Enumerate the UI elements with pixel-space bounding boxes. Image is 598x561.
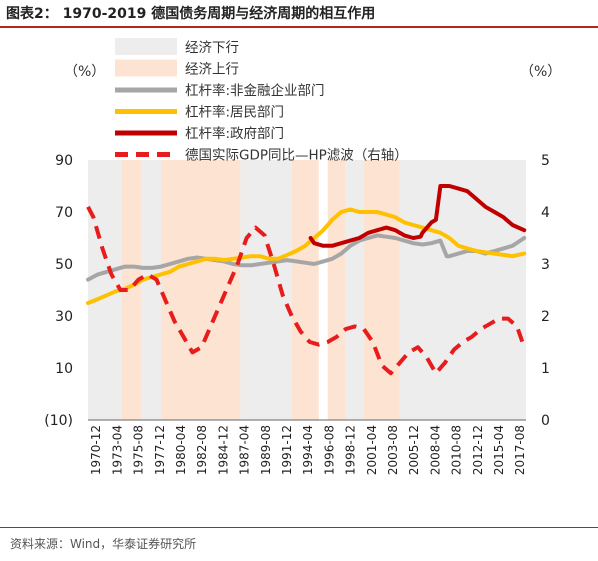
x-tick-label: 1982-08 — [195, 425, 209, 475]
x-tick-label: 1980-04 — [174, 425, 188, 475]
y-right-tick-label: 0 — [541, 413, 550, 429]
downturn-band-1 — [141, 160, 161, 420]
x-tick-label: 2010-08 — [450, 425, 464, 475]
upturn-band-4 — [363, 160, 400, 420]
legend: 经济下行经济上行杠杆率:非金融企业部门杠杆率:居民部门杠杆率:政府部门德国实际G… — [115, 38, 408, 164]
source-note: 资料来源：Wind，华泰证券研究所 — [10, 537, 197, 551]
legend-swatch-1 — [115, 59, 177, 77]
upturn-band-3 — [327, 160, 346, 420]
x-tick-label: 2012-12 — [471, 425, 485, 475]
x-tick-label: 1970-12 — [89, 425, 103, 475]
x-tick-label: 1994-04 — [301, 425, 315, 475]
series-line-0 — [86, 233, 527, 282]
x-tick-label: 2008-04 — [428, 425, 442, 475]
chart-title: 图表2： 1970-2019 德国债务周期与经济周期的相互作用 — [6, 6, 376, 22]
y-left-tick-labels: (10) 10 30 50 70 90 — [44, 153, 73, 429]
y-left-tick-label: 30 — [55, 309, 73, 325]
chart-svg: 1970-12 1973-04 1975-08 1977-12 1980-04 1982-… — [44, 38, 561, 475]
upturn-band-0 — [121, 160, 142, 420]
series-lines — [86, 184, 527, 376]
x-tick-label: 1996-08 — [322, 425, 336, 475]
y-left-tick-label: 70 — [55, 205, 73, 221]
y-right-tick-label: 2 — [541, 309, 550, 325]
legend-label-2: 杠杆率:非金融企业部门 — [185, 82, 325, 99]
footer-divider — [0, 527, 598, 528]
series-line-1 — [86, 207, 527, 305]
legend-swatch-0 — [115, 38, 177, 55]
x-tick-label: 1991-12 — [280, 425, 294, 475]
legend-label-3: 杠杆率:居民部门 — [185, 104, 284, 121]
y-right-tick-label: 1 — [541, 361, 550, 377]
left-axis-unit: （%） — [64, 64, 105, 80]
x-tick-label: 1989-08 — [259, 425, 273, 475]
y-left-tick-label: (10) — [44, 413, 73, 429]
cycle-bands — [88, 160, 526, 420]
y-left-tick-label: 10 — [55, 361, 73, 377]
y-right-tick-label: 5 — [541, 153, 550, 169]
x-tick-label: 2001-04 — [365, 425, 379, 475]
y-left-tick-label: 90 — [55, 153, 73, 169]
y-left-tick-label: 50 — [55, 257, 73, 273]
x-tick-labels: 1970-12 1973-04 1975-08 1977-12 1980-04 1982-… — [89, 425, 527, 475]
y-right-tick-label: 4 — [541, 205, 550, 221]
y-right-tick-label: 3 — [541, 257, 550, 273]
x-tick-label: 2015-04 — [492, 425, 506, 475]
y-right-tick-labels: 0 1 2 3 4 5 — [541, 153, 550, 429]
x-tick-label: 2003-08 — [386, 425, 400, 475]
title-divider — [0, 26, 598, 28]
x-tick-label: 1984-12 — [216, 425, 230, 475]
legend-label-4: 杠杆率:政府部门 — [185, 125, 284, 142]
downturn-band-3 — [345, 160, 364, 420]
upturn-band-2 — [291, 160, 319, 420]
legend-label-5: 德国实际GDP同比—HP滤波（右轴） — [185, 148, 408, 164]
upturn-band-1 — [161, 160, 241, 420]
legend-label-1: 经济上行 — [185, 62, 239, 78]
x-tick-label: 2005-12 — [407, 425, 421, 475]
x-tick-label: 1998-12 — [344, 425, 358, 475]
legend-label-0: 经济下行 — [185, 40, 239, 56]
x-tick-label: 2017-08 — [513, 425, 527, 475]
downturn-band-2 — [240, 160, 292, 420]
x-tick-label: 1975-08 — [132, 425, 146, 475]
x-tick-label: 1977-12 — [153, 425, 167, 475]
x-tick-label: 1973-04 — [110, 425, 124, 475]
series-line-3 — [86, 205, 527, 376]
series-line-2 — [308, 184, 527, 248]
x-tick-label: 1987-04 — [238, 425, 252, 475]
downturn-band-4 — [399, 160, 526, 420]
right-axis-unit: （%） — [520, 64, 561, 80]
